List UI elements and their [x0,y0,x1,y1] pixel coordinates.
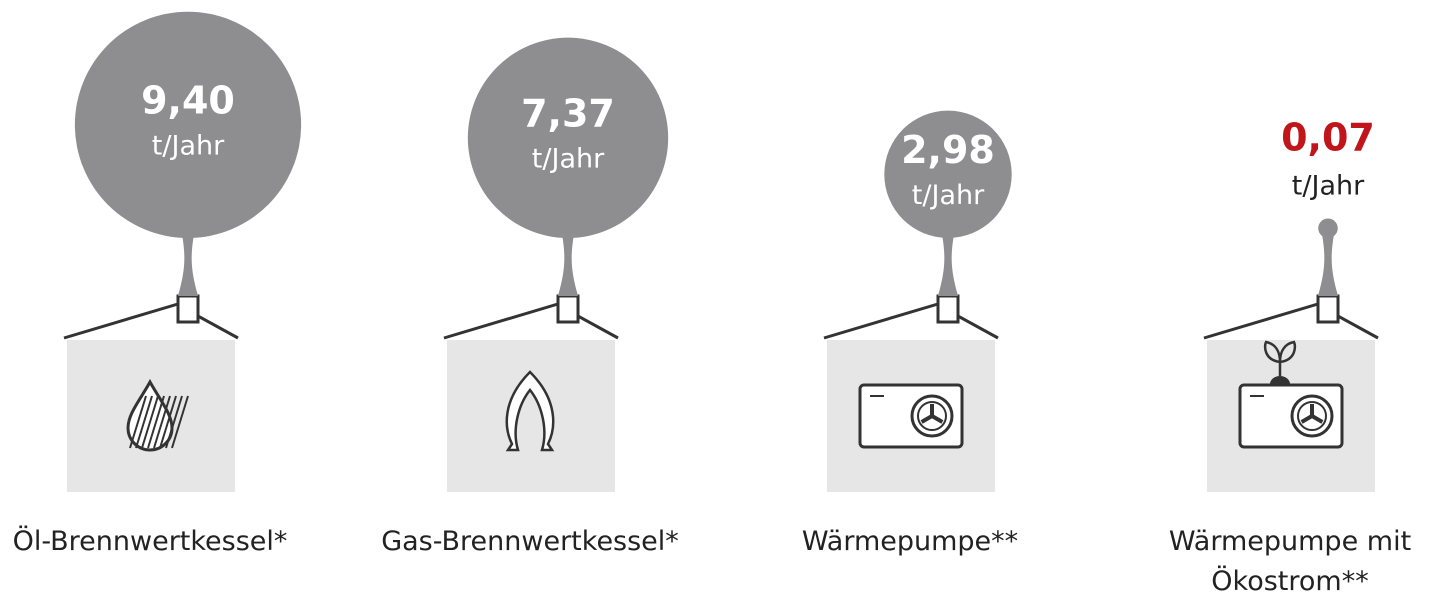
chart: 9,40 t/Jahr 7,37 t/Jahr 2,98 t/Jahr 0,07 t/Jahr [0,0,1432,601]
bubble [1318,218,1338,238]
bubble [468,38,668,238]
house-wall [447,340,615,492]
smoke-stem [938,234,958,296]
chimney [558,296,578,316]
category-label: Wärmepumpe** [760,522,1060,562]
house-roof [64,304,238,338]
value-label: 2,98 [901,128,995,172]
category-label: Gas-Brennwertkessel* [380,522,680,562]
unit-label: t/Jahr [152,130,225,161]
house-roof [444,304,618,338]
chimney [178,296,198,316]
infographic: 9,40 t/Jahr 7,37 t/Jahr 2,98 t/Jahr 0,07 t/Jahr… [0,0,1432,601]
house-roof [1204,304,1378,338]
unit-label: t/Jahr [912,180,985,211]
chimney [938,296,958,316]
house-roof [824,304,998,338]
value-label: 7,37 [521,91,615,135]
value-label: 9,40 [141,78,235,122]
smoke-stem [558,234,578,296]
category-label: Wärmepumpe mit Ökostrom** [1140,522,1432,602]
smoke-stem [178,234,198,296]
bubble [75,12,301,238]
unit-label: t/Jahr [532,143,605,174]
unit-label: t/Jahr [1292,171,1365,202]
value-label: 0,07 [1281,116,1375,160]
smoke-stem [1318,234,1338,296]
category-label: Öl-Brennwertkessel* [0,522,300,562]
chimney [1318,296,1338,316]
